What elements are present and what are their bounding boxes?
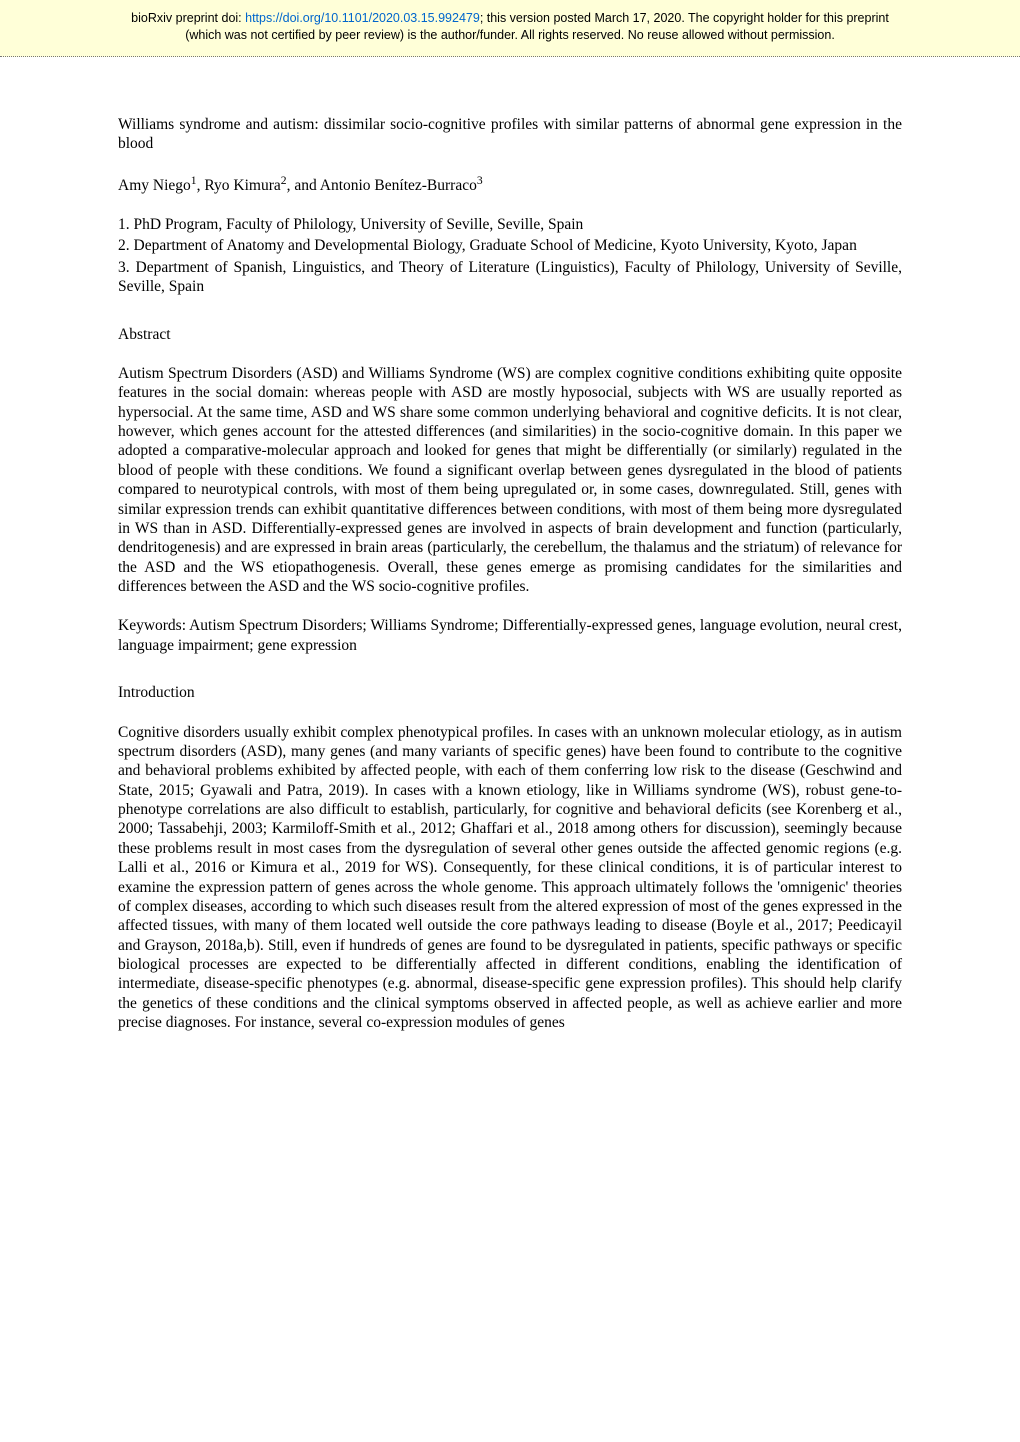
doi-link[interactable]: https://doi.org/10.1101/2020.03.15.99247… <box>245 11 480 25</box>
abstract-heading: Abstract <box>118 325 902 344</box>
introduction-heading: Introduction <box>118 683 902 702</box>
author-2: Ryo Kimura <box>204 177 280 194</box>
authors-line: Amy Niego1, Ryo Kimura2, and Antonio Ben… <box>118 174 902 196</box>
author-3-affil: 3 <box>477 174 483 187</box>
author-3: Antonio Benítez-Burraco <box>320 177 477 194</box>
author-1: Amy Niego <box>118 177 191 194</box>
abstract-body: Autism Spectrum Disorders (ASD) and Will… <box>118 364 902 597</box>
affiliation-3: 3. Department of Spanish, Linguistics, a… <box>118 258 902 297</box>
page-content: Williams syndrome and autism: dissimilar… <box>0 57 1020 1093</box>
paper-title: Williams syndrome and autism: dissimilar… <box>118 115 902 154</box>
affiliation-2: 2. Department of Anatomy and Development… <box>118 236 902 255</box>
author-sep-2: , and <box>287 177 320 194</box>
banner-prefix: bioRxiv preprint doi: <box>131 11 245 25</box>
introduction-p1: Cognitive disorders usually exhibit comp… <box>118 723 902 1033</box>
banner-line1-suffix: ; this version posted March 17, 2020. Th… <box>480 11 889 25</box>
affiliations: 1. PhD Program, Faculty of Philology, Un… <box>118 215 902 297</box>
keywords: Keywords: Autism Spectrum Disorders; Wil… <box>118 616 902 655</box>
preprint-banner: bioRxiv preprint doi: https://doi.org/10… <box>0 0 1020 57</box>
affiliation-1: 1. PhD Program, Faculty of Philology, Un… <box>118 215 902 234</box>
banner-line2: (which was not certified by peer review)… <box>185 28 835 42</box>
